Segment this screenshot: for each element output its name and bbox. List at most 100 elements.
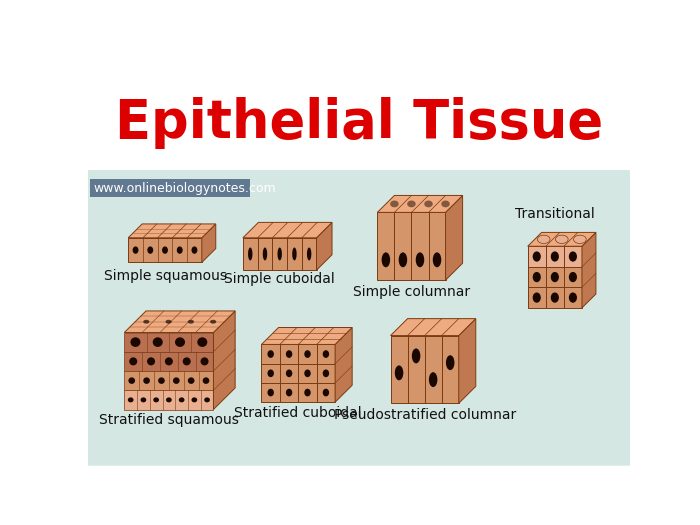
Ellipse shape	[533, 292, 541, 303]
Ellipse shape	[267, 350, 274, 358]
Ellipse shape	[153, 338, 162, 347]
Bar	[316, 344, 335, 364]
Ellipse shape	[407, 201, 416, 207]
Ellipse shape	[147, 358, 155, 365]
Ellipse shape	[165, 320, 172, 323]
Bar	[287, 238, 302, 270]
Polygon shape	[125, 352, 214, 371]
Ellipse shape	[304, 350, 311, 358]
Polygon shape	[446, 195, 463, 280]
Ellipse shape	[130, 358, 137, 365]
Ellipse shape	[429, 372, 438, 387]
Bar	[272, 238, 287, 270]
Ellipse shape	[203, 377, 209, 384]
Ellipse shape	[399, 253, 407, 267]
Polygon shape	[125, 311, 235, 332]
Bar	[442, 335, 458, 403]
Polygon shape	[458, 319, 476, 403]
Ellipse shape	[262, 247, 267, 260]
Bar	[377, 213, 394, 280]
Ellipse shape	[141, 397, 146, 402]
Ellipse shape	[569, 251, 577, 261]
Bar	[564, 246, 582, 267]
Ellipse shape	[446, 355, 454, 370]
Ellipse shape	[556, 235, 568, 244]
Ellipse shape	[192, 397, 197, 402]
Polygon shape	[262, 328, 352, 344]
Polygon shape	[214, 311, 235, 410]
Ellipse shape	[551, 272, 559, 282]
Polygon shape	[125, 390, 214, 410]
Bar	[243, 238, 258, 270]
Ellipse shape	[412, 349, 421, 363]
Ellipse shape	[144, 377, 150, 384]
Bar	[298, 364, 316, 383]
Ellipse shape	[183, 358, 190, 365]
Ellipse shape	[286, 350, 293, 358]
Bar	[394, 213, 412, 280]
Bar	[280, 344, 298, 364]
Bar	[258, 238, 272, 270]
Ellipse shape	[132, 246, 139, 254]
Bar	[262, 364, 280, 383]
Ellipse shape	[569, 292, 577, 303]
FancyBboxPatch shape	[85, 170, 632, 466]
Ellipse shape	[551, 292, 559, 303]
Ellipse shape	[395, 365, 403, 380]
Ellipse shape	[188, 320, 194, 323]
Ellipse shape	[248, 247, 253, 260]
Polygon shape	[377, 195, 463, 213]
Ellipse shape	[178, 397, 185, 402]
Ellipse shape	[416, 253, 424, 267]
Ellipse shape	[304, 370, 311, 377]
Bar	[546, 287, 564, 308]
Ellipse shape	[533, 272, 541, 282]
Ellipse shape	[441, 201, 450, 207]
Bar	[262, 383, 280, 402]
Bar	[564, 267, 582, 287]
Bar	[528, 287, 546, 308]
Ellipse shape	[177, 246, 183, 254]
Ellipse shape	[323, 388, 329, 396]
Ellipse shape	[158, 377, 164, 384]
Ellipse shape	[267, 388, 274, 396]
Polygon shape	[202, 224, 216, 262]
Bar	[298, 344, 316, 364]
Ellipse shape	[292, 247, 297, 260]
Ellipse shape	[200, 358, 209, 365]
Polygon shape	[316, 223, 332, 270]
Polygon shape	[582, 233, 596, 308]
Polygon shape	[128, 238, 202, 262]
Polygon shape	[335, 328, 352, 402]
Ellipse shape	[323, 350, 329, 358]
Bar	[425, 335, 442, 403]
Polygon shape	[128, 224, 216, 238]
Bar	[280, 383, 298, 402]
Ellipse shape	[390, 201, 399, 207]
Ellipse shape	[538, 235, 550, 244]
Bar	[316, 364, 335, 383]
Bar	[428, 213, 446, 280]
Ellipse shape	[188, 377, 195, 384]
Ellipse shape	[382, 253, 390, 267]
Ellipse shape	[569, 272, 577, 282]
Bar	[564, 287, 582, 308]
Text: Stratified cuboidal: Stratified cuboidal	[234, 406, 362, 419]
Bar	[316, 383, 335, 402]
Ellipse shape	[307, 247, 312, 260]
Bar	[407, 335, 425, 403]
Ellipse shape	[197, 338, 207, 347]
Polygon shape	[243, 223, 332, 238]
Bar	[391, 335, 407, 403]
Ellipse shape	[304, 388, 311, 396]
Text: Stratified squamous: Stratified squamous	[99, 413, 239, 427]
Ellipse shape	[153, 397, 159, 402]
Ellipse shape	[210, 320, 216, 323]
Polygon shape	[125, 371, 214, 390]
Ellipse shape	[147, 246, 153, 254]
Text: www.onlinebiologynotes.com: www.onlinebiologynotes.com	[94, 182, 276, 195]
Ellipse shape	[192, 246, 197, 254]
Text: Simple squamous: Simple squamous	[104, 269, 227, 284]
Ellipse shape	[130, 338, 141, 347]
Ellipse shape	[286, 370, 293, 377]
